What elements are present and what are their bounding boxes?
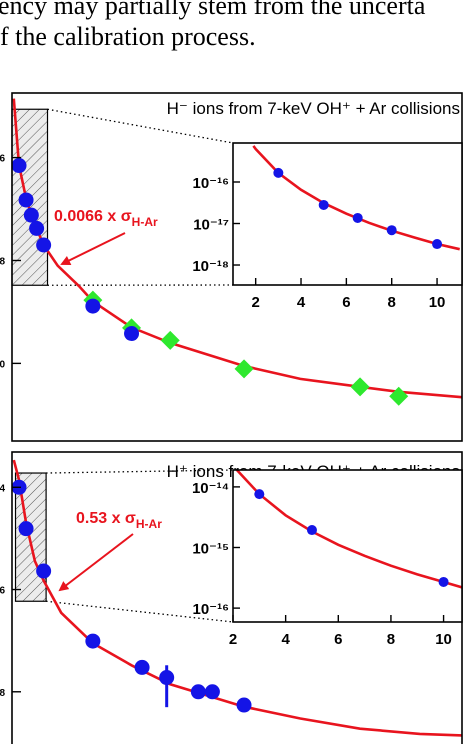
data-point [124, 326, 140, 342]
y-tick-label: 10⁻¹⁷ [193, 217, 229, 234]
data-point [159, 670, 175, 686]
plot-area [235, 470, 462, 589]
inset-frame [232, 469, 463, 623]
x-tick-label: 6 [334, 631, 342, 648]
x-tick-label: 10 [435, 631, 452, 648]
data-point [134, 659, 150, 675]
y-tick-label: 6 [0, 154, 5, 165]
data-point [12, 158, 27, 174]
body-text: f the calibration process. [0, 22, 256, 51]
x-tick-label: 6 [342, 294, 350, 311]
body-text: ency may partially stem from the uncerta [0, 0, 426, 20]
data-point [306, 525, 317, 536]
fit-curve [252, 145, 460, 251]
data-point [36, 237, 52, 253]
y-tick-label: 10⁻¹⁵ [192, 541, 229, 558]
data-point [254, 489, 265, 500]
y-tick-label: 10⁻¹⁴ [192, 480, 229, 497]
data-point [350, 377, 370, 397]
y-tick-label: 4 [0, 483, 5, 494]
data-point [386, 225, 397, 236]
data-point [85, 633, 101, 649]
data-point [273, 167, 284, 178]
y-tick-label: 8 [0, 256, 5, 267]
y-tick-label: 10⁻¹⁶ [192, 175, 229, 192]
annotation: 0.0066 x σH-Ar [54, 208, 158, 229]
data-point [432, 239, 443, 250]
data-point [318, 199, 329, 210]
plot-area [252, 145, 460, 251]
data-point [85, 298, 101, 314]
plot-area [12, 459, 462, 737]
panel: 6 8 0 H⁻ ions from 7-keV OH⁺ + Ar collision… [0, 92, 463, 442]
inset-background [233, 470, 462, 622]
annotation-text: 0.0066 x σ [54, 208, 132, 225]
plot-area [12, 98, 462, 406]
x-tick-label: 8 [388, 294, 396, 311]
data-point [352, 212, 363, 223]
x-tick-label: 2 [229, 631, 237, 648]
y-tick-label: 6 [0, 586, 5, 597]
data-point [204, 684, 220, 700]
data-point [236, 697, 252, 713]
fit-curve [235, 470, 462, 589]
data-point [36, 563, 52, 579]
inset-frame [232, 142, 463, 286]
data-point [29, 220, 45, 236]
data-point [389, 386, 409, 406]
x-tick-label: 4 [281, 631, 290, 648]
x-tick-label: 4 [297, 294, 306, 311]
annotation-arrow [58, 533, 134, 592]
annotation-arrow [60, 232, 126, 265]
x-tick-label: 2 [252, 294, 260, 311]
y-tick-label: 10⁻¹⁸ [192, 258, 229, 275]
x-tick-label: 8 [387, 631, 395, 648]
data-point [438, 576, 449, 587]
data-point [234, 359, 254, 379]
data-point [18, 192, 34, 208]
data-point [18, 521, 34, 537]
panel-title: H⁻ ions from 7-keV OH⁺ + Ar collisions [167, 99, 460, 118]
data-point [23, 207, 39, 223]
data-point [190, 684, 206, 700]
annotation-subscript: H-Ar [132, 215, 158, 229]
annotation-text: 0.53 x σ [76, 510, 136, 527]
y-tick-label: 10⁻¹⁶ [192, 601, 229, 618]
y-tick-label: 8 [0, 688, 5, 699]
y-tick-label: 0 [0, 359, 5, 370]
annotation: 0.53 x σH-Ar [76, 510, 162, 531]
annotation-subscript: H-Ar [136, 517, 162, 531]
data-point [160, 330, 180, 350]
x-tick-label: 10 [429, 294, 446, 311]
